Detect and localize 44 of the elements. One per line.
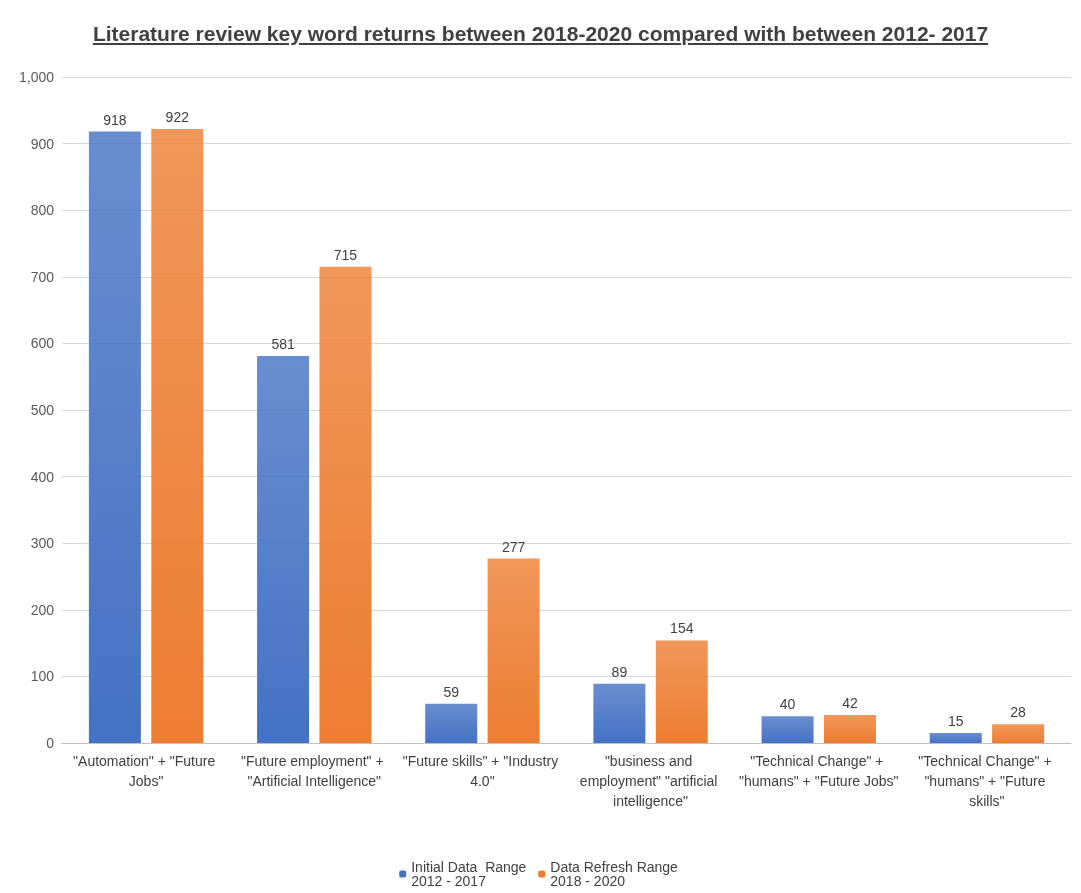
y-tick-label: 100 bbox=[30, 668, 55, 685]
x-tick-label: "Technical Change" + "humans" + "Future Jobs" bbox=[738, 753, 899, 789]
bar bbox=[655, 640, 708, 743]
chart-title: Literature review key word returns between 2018-2020 compared with between 2012- 2017 bbox=[91, 22, 990, 46]
bar bbox=[319, 266, 372, 743]
data-label: 922 bbox=[165, 108, 190, 125]
data-label: 918 bbox=[103, 111, 127, 128]
data-label: 581 bbox=[271, 336, 295, 353]
data-label: 154 bbox=[670, 620, 694, 637]
y-tick-label: 1,000 bbox=[18, 69, 55, 85]
bar bbox=[88, 131, 141, 743]
y-tick-label: 0 bbox=[46, 735, 55, 751]
data-label: 42 bbox=[842, 695, 858, 712]
x-tick-label: "Future employment" + "Artificial Intelligence" bbox=[240, 753, 388, 789]
bar bbox=[151, 128, 204, 743]
x-tick-label: "Future skills" + "Industry 4.0" bbox=[402, 753, 563, 789]
y-tick-label: 400 bbox=[30, 468, 55, 485]
x-tick-label: "business and employment" "artificial intelligence" bbox=[579, 753, 722, 809]
y-tick-label: 700 bbox=[30, 268, 55, 285]
bar bbox=[593, 683, 646, 743]
bar bbox=[257, 356, 310, 743]
data-label: 277 bbox=[501, 538, 526, 555]
legend-label: Data Refresh Range 2018 - 2020 bbox=[550, 859, 682, 889]
data-label: 40 bbox=[779, 696, 796, 713]
y-tick-label: 500 bbox=[30, 402, 55, 418]
y-tick-label: 300 bbox=[30, 535, 55, 552]
bar bbox=[487, 558, 540, 743]
data-label: 59 bbox=[443, 683, 460, 700]
data-label: 715 bbox=[333, 246, 358, 263]
data-label: 89 bbox=[611, 663, 628, 680]
x-tick-label: "Automation" + "Future Jobs" bbox=[73, 753, 220, 789]
bar bbox=[425, 703, 478, 743]
bar bbox=[761, 716, 814, 743]
x-tick-label: "Technical Change" + "humans" + "Future skills" bbox=[918, 753, 1056, 809]
data-label: 15 bbox=[947, 713, 964, 730]
y-tick-label: 600 bbox=[30, 335, 55, 352]
legend-label: Initial Data Range 2012 - 2017 bbox=[411, 859, 531, 889]
y-tick-label: 200 bbox=[30, 601, 55, 618]
bar bbox=[992, 724, 1045, 743]
bar bbox=[823, 715, 876, 743]
y-tick-label: 800 bbox=[30, 202, 55, 219]
bar bbox=[929, 733, 982, 743]
y-tick-label: 900 bbox=[30, 135, 55, 152]
data-label: 28 bbox=[1010, 704, 1027, 721]
